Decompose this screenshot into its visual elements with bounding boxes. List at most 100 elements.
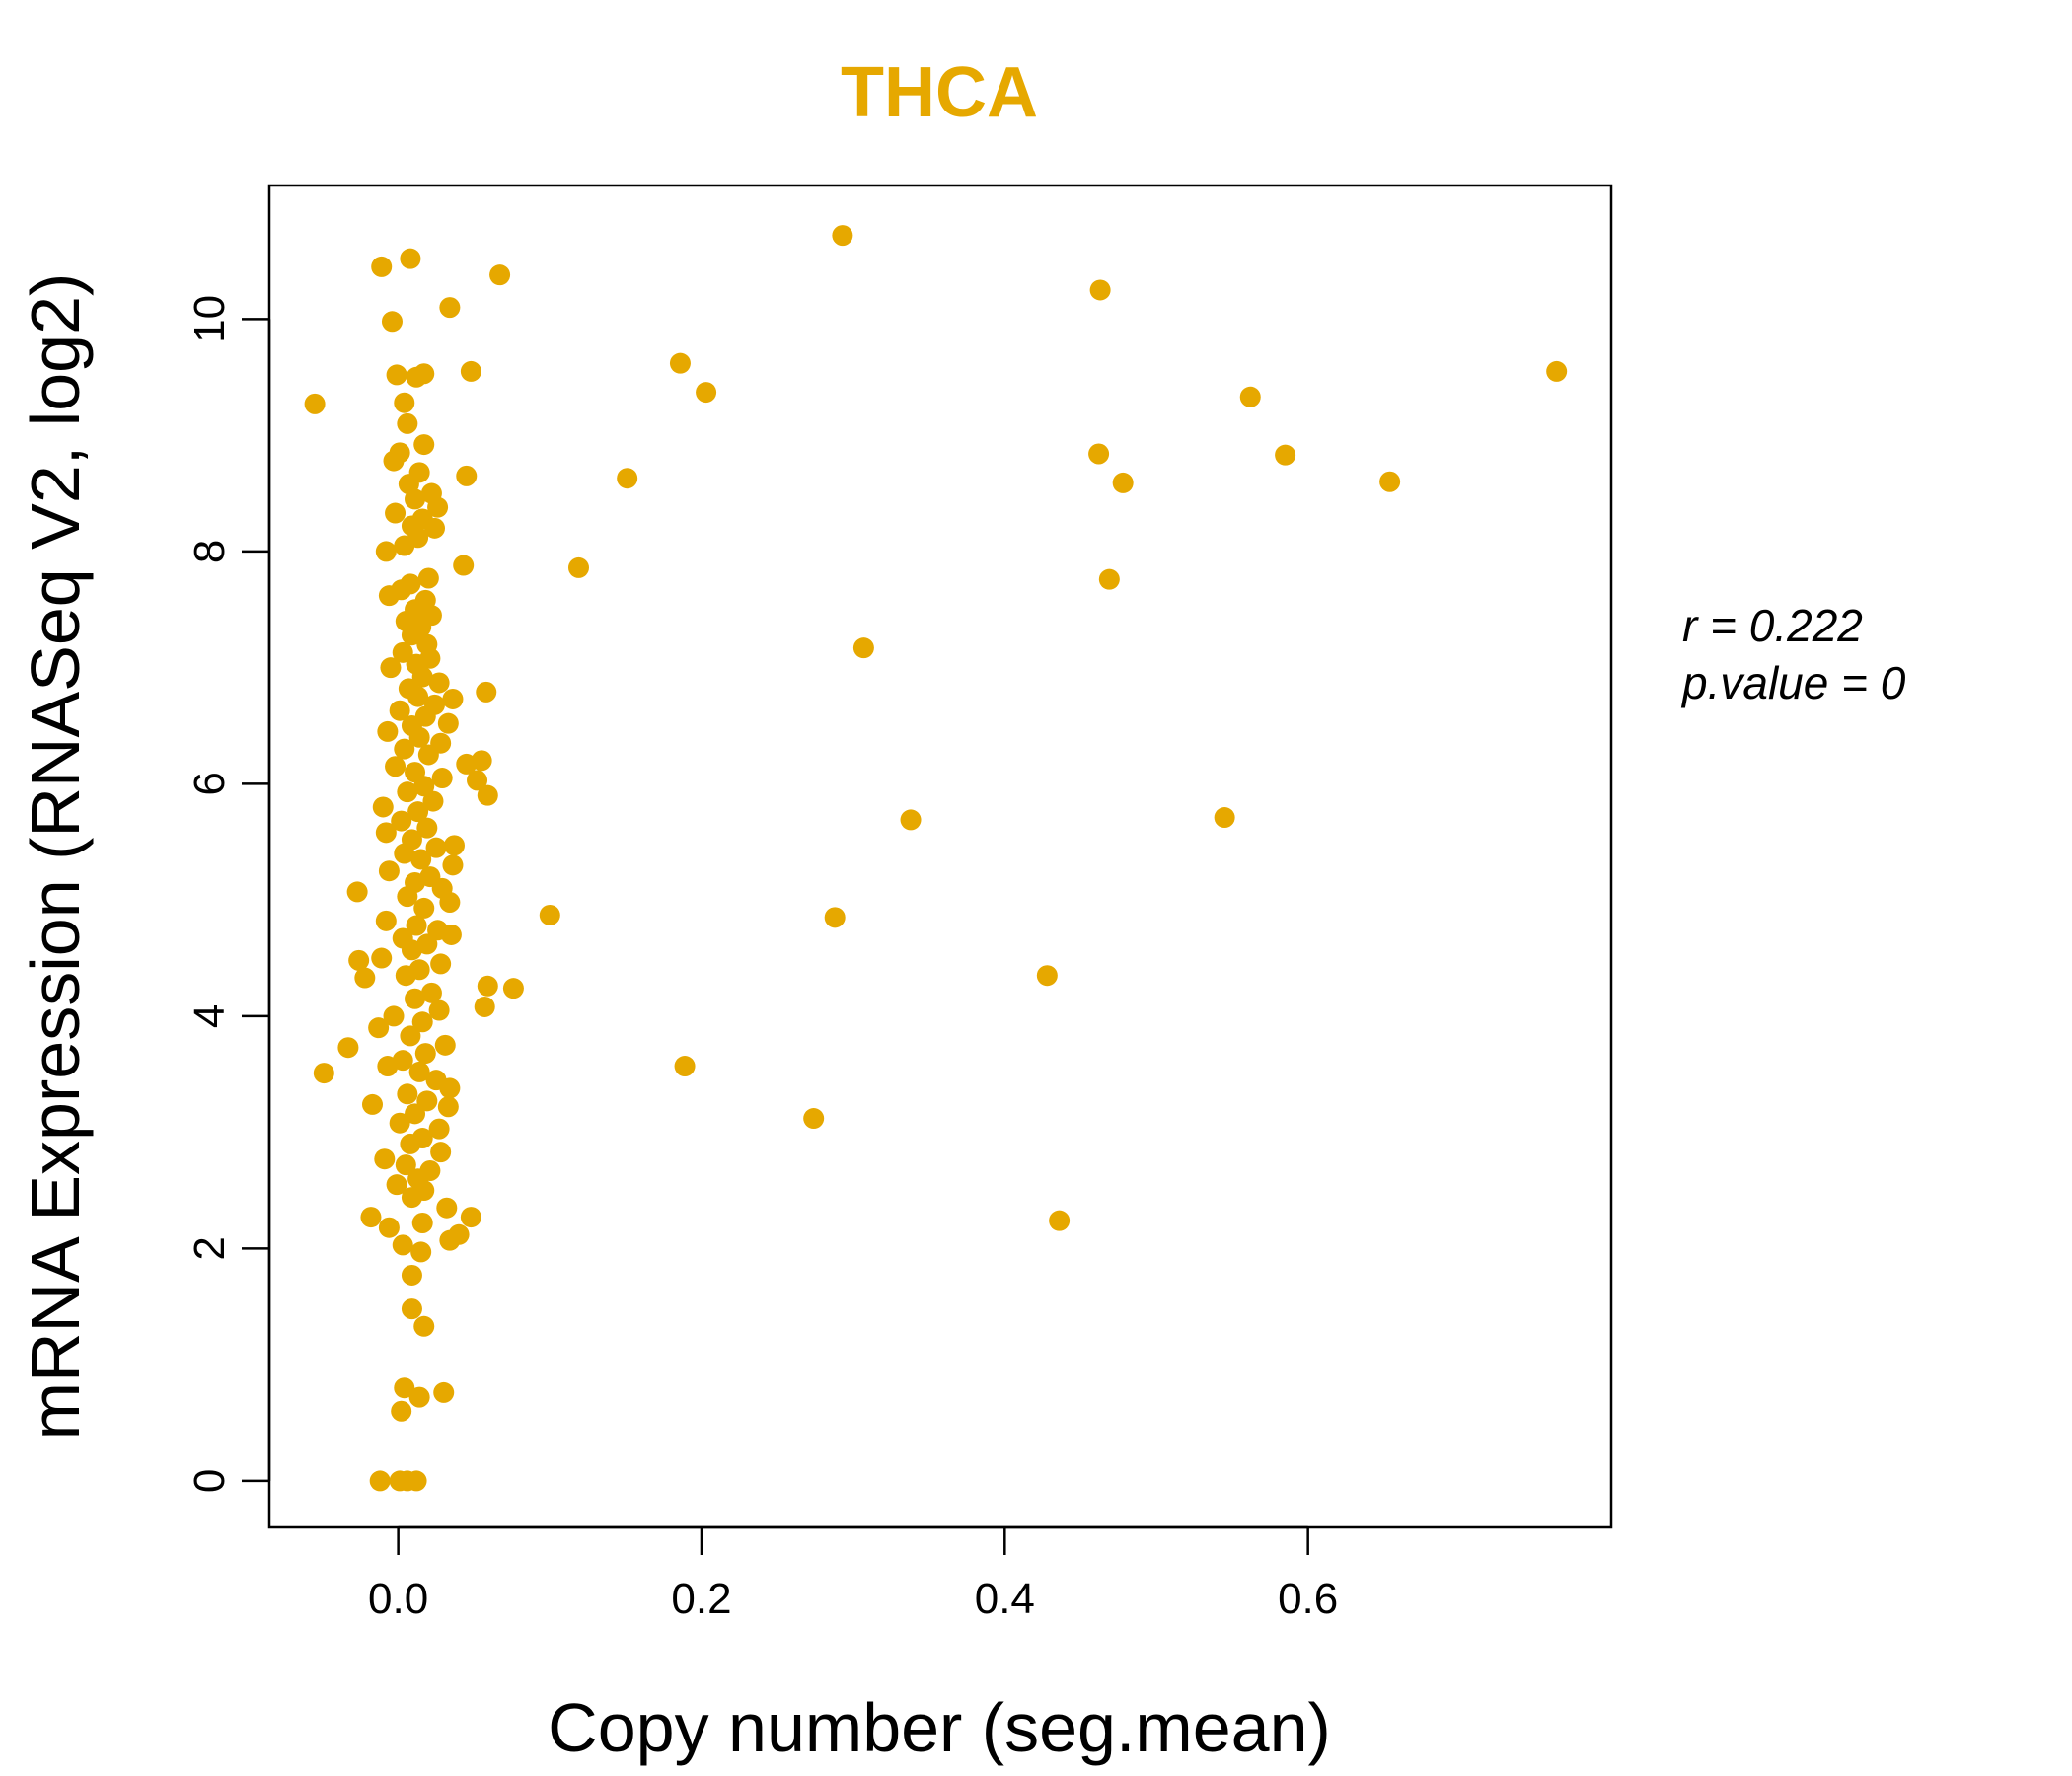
data-point	[407, 801, 429, 823]
data-point	[392, 641, 413, 663]
data-point	[437, 712, 459, 734]
data-point	[405, 488, 426, 510]
data-point	[369, 1470, 391, 1492]
y-axis: 0 2 4 6 8 10	[185, 295, 271, 1493]
data-point	[1546, 360, 1568, 382]
data-point	[391, 1400, 412, 1422]
data-point	[669, 352, 691, 374]
data-point	[424, 517, 446, 539]
data-point	[391, 810, 412, 832]
data-point	[453, 555, 475, 576]
data-point	[395, 965, 416, 987]
data-point	[428, 672, 450, 694]
data-point	[380, 657, 402, 679]
data-point	[375, 541, 397, 562]
x-tick-label: 0.0	[368, 1575, 428, 1623]
data-point	[394, 843, 415, 864]
data-point	[460, 1207, 481, 1228]
data-point	[375, 822, 397, 844]
data-point	[410, 849, 432, 870]
data-point	[411, 1011, 433, 1033]
data-point	[425, 837, 447, 858]
y-tick-label: 6	[185, 772, 234, 795]
data-point	[374, 1148, 396, 1170]
x-tick-label: 0.4	[975, 1575, 1035, 1623]
data-point	[400, 1133, 421, 1154]
y-axis-label: mRNA Expression (RNASeq V2, log2)	[17, 273, 94, 1441]
data-point	[1088, 443, 1110, 465]
data-point	[381, 311, 403, 333]
data-point	[394, 1377, 415, 1399]
data-point	[477, 975, 498, 997]
data-point	[427, 496, 449, 518]
data-point	[422, 790, 444, 812]
data-point	[456, 753, 478, 775]
data-point	[378, 1217, 400, 1238]
data-point	[467, 770, 488, 791]
data-point	[489, 264, 511, 286]
data-point	[442, 688, 464, 709]
data-point	[430, 1142, 452, 1163]
data-point	[617, 468, 638, 489]
y-tick-label: 10	[185, 295, 234, 343]
data-point	[413, 1315, 435, 1337]
data-point	[397, 781, 418, 803]
data-point	[832, 225, 853, 247]
data-point	[400, 1025, 421, 1047]
data-point	[539, 904, 560, 925]
data-point	[430, 953, 452, 975]
data-point	[408, 1061, 430, 1082]
data-point	[360, 1207, 382, 1228]
data-point	[502, 978, 524, 999]
data-point	[440, 924, 462, 945]
data-point	[411, 1212, 433, 1233]
data-point	[304, 393, 326, 414]
data-point	[406, 1470, 427, 1492]
data-point	[408, 1386, 430, 1408]
data-point	[354, 967, 376, 989]
y-tick-label: 2	[185, 1236, 234, 1260]
data-point	[397, 886, 418, 908]
x-axis-label: Copy number (seg.mean)	[548, 1689, 1331, 1766]
data-point	[1112, 472, 1134, 493]
data-point	[442, 854, 464, 876]
data-point	[386, 1174, 407, 1196]
points-layer	[304, 225, 1568, 1492]
data-point	[383, 1005, 405, 1027]
data-point	[439, 1229, 461, 1251]
data-point	[372, 796, 394, 818]
data-point	[348, 949, 370, 971]
data-point	[413, 776, 435, 797]
data-point	[385, 756, 407, 777]
chart-title: THCA	[841, 53, 1038, 132]
x-tick-label: 0.6	[1278, 1575, 1338, 1623]
data-point	[395, 1154, 416, 1176]
data-point	[900, 809, 922, 831]
data-point	[456, 465, 478, 486]
data-point	[414, 1043, 436, 1065]
data-point	[401, 1264, 422, 1286]
data-point	[439, 297, 461, 319]
data-point	[803, 1108, 825, 1130]
data-point	[394, 535, 415, 556]
data-point	[567, 556, 589, 578]
data-point	[371, 947, 393, 969]
data-point	[411, 666, 433, 688]
data-point	[337, 1037, 359, 1059]
data-point	[474, 996, 495, 1017]
data-point	[460, 360, 481, 382]
data-point	[405, 988, 426, 1009]
data-point	[407, 686, 429, 707]
data-point	[477, 784, 498, 806]
data-point	[377, 1056, 399, 1077]
data-point	[378, 860, 400, 882]
data-point	[852, 637, 874, 659]
y-tick-label: 4	[185, 1004, 234, 1028]
data-point	[405, 1103, 426, 1125]
data-point	[389, 700, 410, 721]
data-point	[408, 726, 430, 748]
data-point	[824, 907, 846, 928]
data-point	[420, 982, 442, 1003]
